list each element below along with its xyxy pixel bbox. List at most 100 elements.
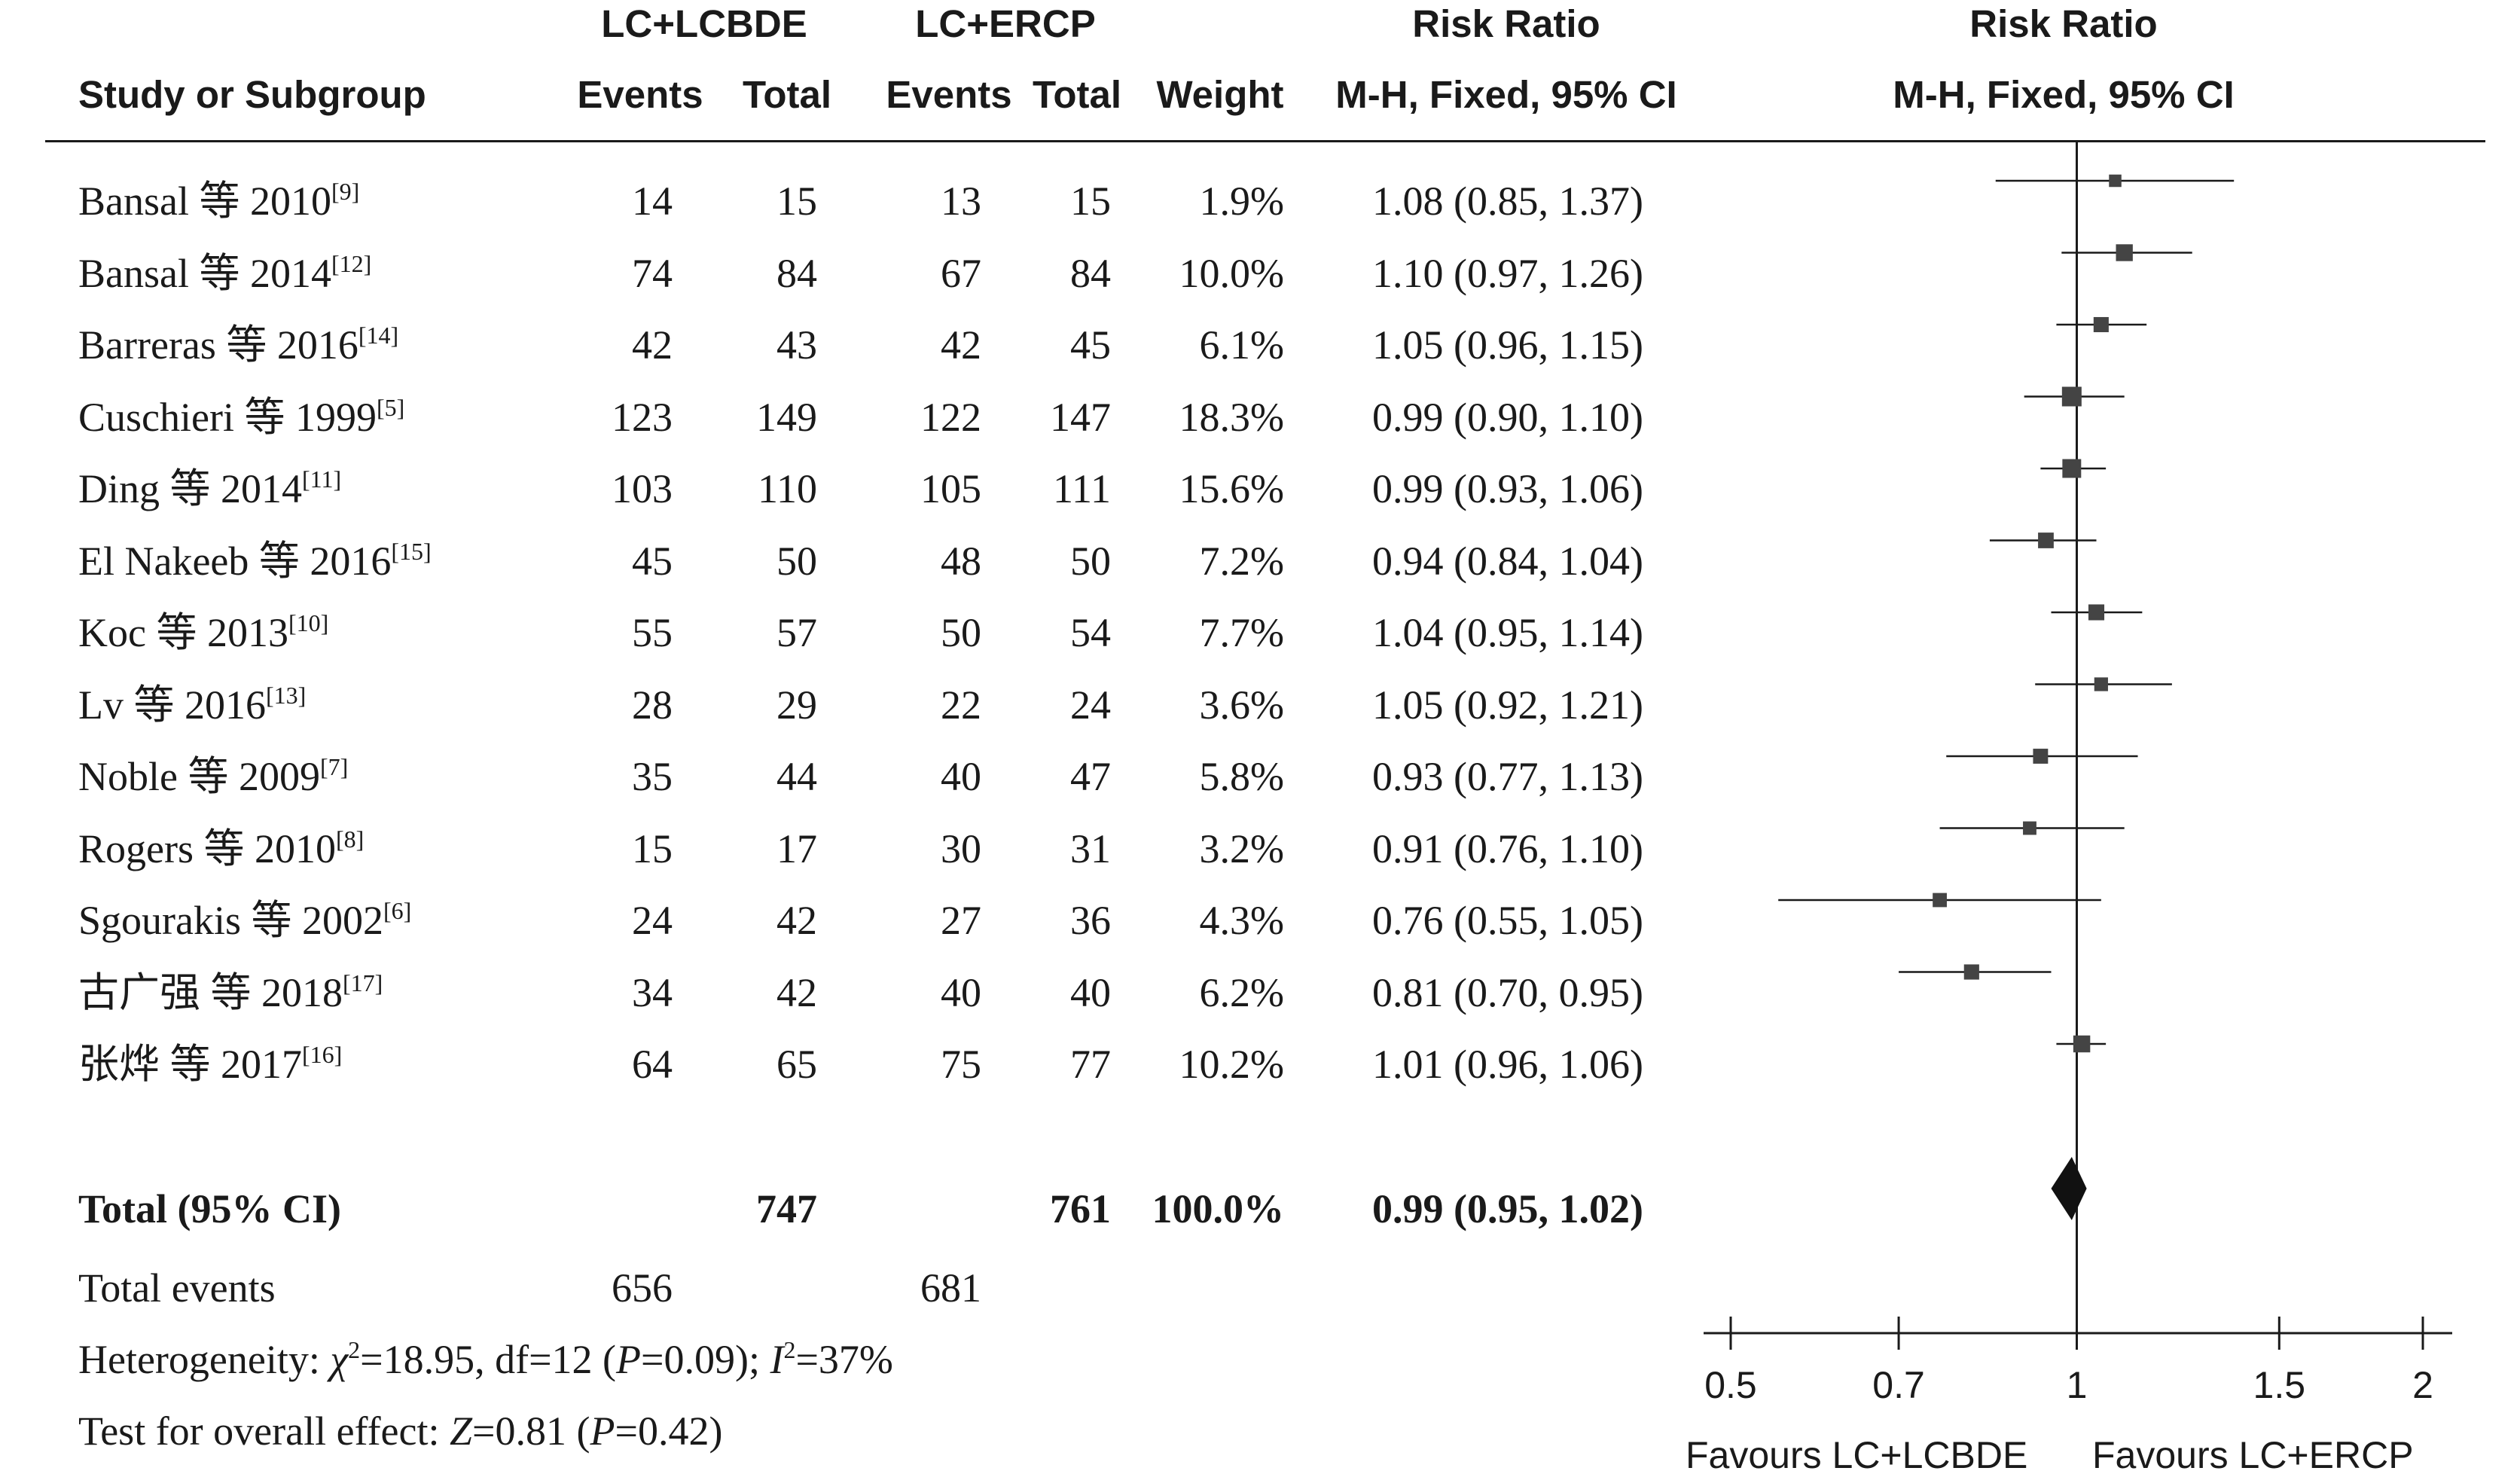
study-ref: [13] <box>266 681 307 709</box>
p-symbol: P <box>616 1337 642 1382</box>
group2-header: LC+ERCP <box>915 2 1096 45</box>
events2-cell: 30 <box>941 825 981 871</box>
study-label: Cuschieri 等 1999 <box>78 394 377 440</box>
study-name: Bansal 等 2014[12] <box>78 249 372 296</box>
study-header: Study or Subgroup <box>78 73 426 116</box>
i-square-sup: 2 <box>783 1336 796 1363</box>
events1-cell: 42 <box>632 322 673 368</box>
study-label: Noble 等 2009 <box>78 754 320 799</box>
total1-cell: 84 <box>776 250 817 296</box>
weight-cell: 6.1% <box>1199 322 1284 368</box>
effect-marker <box>1963 964 1979 980</box>
weight-cell: 7.7% <box>1199 610 1284 655</box>
weight-cell: 10.2% <box>1179 1042 1284 1087</box>
events1-cell: 34 <box>632 969 673 1015</box>
total2-cell: 84 <box>1070 250 1111 296</box>
events2-cell: 122 <box>920 394 981 440</box>
x-tick-label: 2 <box>2412 1364 2433 1406</box>
effect-marker <box>2094 677 2108 691</box>
total1-header: Total <box>742 73 832 116</box>
study-name: Sgourakis 等 2002[6] <box>78 899 411 941</box>
study-label: Rogers 等 2010 <box>78 825 336 871</box>
ci-cell: 0.91 (0.76, 1.10) <box>1372 825 1643 871</box>
study-name: Ding 等 2014[11] <box>78 465 342 511</box>
weight-cell: 15.6% <box>1179 466 1284 511</box>
total1-cell: 44 <box>776 754 817 799</box>
events1-cell: 74 <box>632 250 673 296</box>
study-name: 张烨 等 2017[16] <box>78 1042 342 1085</box>
total1-cell: 42 <box>776 898 817 943</box>
weight-cell: 6.2% <box>1199 969 1284 1015</box>
rr-plot-method: M-H, Fixed, 95% CI <box>1893 73 2235 116</box>
effect-marker <box>2088 604 2105 621</box>
study-ref: [7] <box>319 753 349 780</box>
ci-cell: 1.04 (0.95, 1.14) <box>1372 610 1643 655</box>
study-name: 古广强 等 2018[17] <box>78 971 383 1013</box>
events1-cell: 28 <box>632 682 673 728</box>
study-ref: [15] <box>391 537 432 565</box>
total2-cell: 24 <box>1070 682 1111 728</box>
study-name: Koc 等 2013[10] <box>78 610 328 655</box>
ci-cell: 1.05 (0.92, 1.21) <box>1372 682 1643 728</box>
i-value: =37% <box>795 1337 893 1382</box>
study-ref: [12] <box>331 249 372 277</box>
heterogeneity-prefix: Heterogeneity: <box>78 1337 331 1382</box>
effect-marker <box>2093 316 2109 333</box>
p-value: =0.09); <box>641 1337 770 1382</box>
events1-cell: 14 <box>632 179 673 224</box>
weight-cell: 5.8% <box>1199 754 1284 799</box>
events1-header: Events <box>577 73 703 116</box>
total-events2: 681 <box>920 1265 981 1311</box>
weight-cell: 10.0% <box>1179 250 1284 296</box>
chi-value: =18.95, df=12 ( <box>360 1337 617 1382</box>
total2-cell: 111 <box>1053 466 1111 511</box>
total2-cell: 47 <box>1070 754 1111 799</box>
heterogeneity-text: Heterogeneity: χ2=18.95, df=12 (P=0.09);… <box>78 1336 893 1382</box>
study-label: Barreras 等 2016 <box>78 322 358 368</box>
total1-cell: 65 <box>776 1042 817 1087</box>
study-name: Rogers 等 2010[8] <box>78 825 364 871</box>
rr-table-method: M-H, Fixed, 95% CI <box>1335 73 1677 116</box>
chi-square-sup: 2 <box>348 1336 361 1363</box>
i-symbol: I <box>770 1337 784 1382</box>
total2-header: Total <box>1032 73 1122 116</box>
total1-cell: 29 <box>776 682 817 728</box>
total1-cell: 42 <box>776 969 817 1015</box>
weight-cell: 4.3% <box>1199 898 1284 943</box>
x-tick-label: 1 <box>2067 1364 2088 1406</box>
study-label: Koc 等 2013 <box>78 610 288 655</box>
effect-marker <box>2062 459 2082 478</box>
total1-cell: 43 <box>776 322 817 368</box>
ci-cell: 1.08 (0.85, 1.37) <box>1372 179 1643 224</box>
study-name: Barreras 等 2016[14] <box>78 322 398 368</box>
total-label: Total (95% CI) <box>78 1186 342 1231</box>
effect-marker <box>2073 1035 2091 1053</box>
events2-cell: 42 <box>941 322 981 368</box>
total1-cell: 149 <box>756 394 817 440</box>
weight-header: Weight <box>1156 73 1284 116</box>
x-tick-label: 1.5 <box>2253 1364 2306 1406</box>
study-label: El Nakeeb 等 2016 <box>78 538 392 584</box>
z-value: =0.81 ( <box>472 1408 590 1454</box>
study-label: Ding 等 2014 <box>78 466 302 511</box>
overall-effect-text: Test for overall effect: Z=0.81 (P=0.42) <box>78 1411 722 1451</box>
total2-cell: 77 <box>1070 1042 1111 1087</box>
ci-cell: 0.99 (0.93, 1.06) <box>1372 466 1643 511</box>
total1-cell: 17 <box>776 825 817 871</box>
weight-cell: 1.9% <box>1199 179 1284 224</box>
favours-left-label: Favours LC+LCBDE <box>1686 1434 2028 1476</box>
events2-cell: 50 <box>941 610 981 655</box>
total2-cell: 36 <box>1070 898 1111 943</box>
study-ref: [11] <box>302 465 342 493</box>
x-tick-label: 0.7 <box>1872 1364 1925 1406</box>
events1-cell: 123 <box>612 394 673 440</box>
total2-cell: 50 <box>1070 538 1111 584</box>
study-label: Bansal 等 2014 <box>78 250 331 296</box>
total1-cell: 57 <box>776 610 817 655</box>
events2-cell: 40 <box>941 754 981 799</box>
overall-p-value: =0.42) <box>615 1408 723 1454</box>
total1-value: 747 <box>756 1186 817 1231</box>
overall-prefix: Test for overall effect: <box>78 1408 450 1454</box>
